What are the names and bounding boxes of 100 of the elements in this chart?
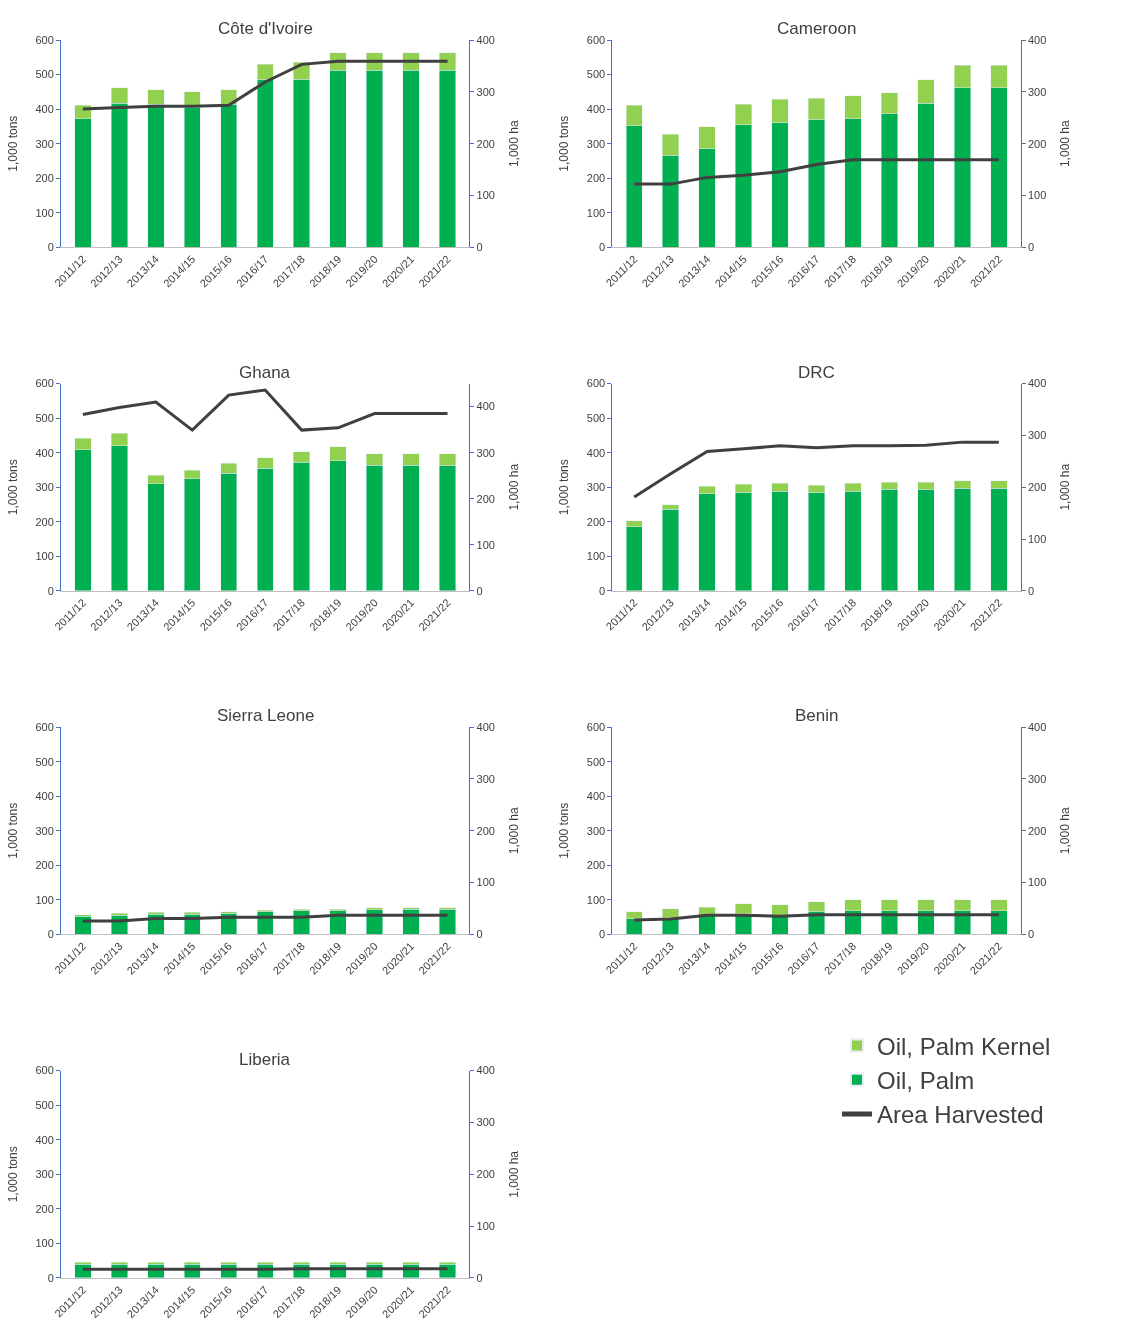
y-tick-label: 300 — [586, 137, 606, 150]
y2-tick-label: 0 — [476, 1271, 483, 1284]
y2-tick-label: 400 — [476, 400, 495, 413]
bar — [771, 904, 789, 916]
bar — [662, 908, 680, 919]
y2-tick-label: 200 — [1027, 481, 1047, 494]
y-tick-label: 300 — [35, 137, 54, 150]
y-tick-label: 400 — [35, 1133, 54, 1146]
y-tick-label: 200 — [35, 859, 54, 872]
y-axis-title: 1,000 tons — [5, 459, 20, 516]
y-axis-title: 1,000 tons — [557, 115, 572, 172]
line-series — [81, 388, 450, 432]
y2-tick-label: 400 — [1027, 377, 1047, 390]
y2-axis-title: 1,000 ha — [506, 807, 521, 855]
y-tick-label: 0 — [47, 1271, 54, 1284]
y-tick-label: 500 — [586, 68, 606, 81]
line-series — [632, 440, 1001, 499]
y-tick-label: 500 — [35, 1099, 54, 1112]
bar — [183, 107, 201, 248]
y-tick-label: 100 — [35, 550, 54, 563]
y-tick-label: 100 — [586, 206, 606, 219]
y2-axis-title: 1,000 ha — [1058, 463, 1073, 511]
y-tick-label: 200 — [35, 515, 54, 528]
y2-tick-label: 0 — [1027, 928, 1035, 941]
y2-tick-label: 100 — [476, 538, 495, 551]
y-tick-label: 100 — [35, 206, 54, 219]
y2-tick-label: 300 — [1027, 772, 1047, 785]
y-tick-label: 300 — [35, 824, 54, 837]
y2-tick-label: 100 — [476, 876, 495, 889]
y2-tick-label: 100 — [1027, 189, 1047, 202]
y2-tick-label: 0 — [476, 241, 483, 254]
chart-title: Sierra Leone — [217, 706, 315, 725]
y-axis-title: 1,000 tons — [5, 115, 20, 172]
y2-tick-label: 200 — [476, 824, 495, 837]
y2-tick-label: 200 — [1027, 137, 1047, 150]
y-tick-label: 300 — [35, 481, 54, 494]
y2-tick-label: 200 — [476, 492, 495, 505]
y2-tick-label: 200 — [476, 1168, 495, 1181]
y-tick-label: 200 — [35, 1202, 54, 1215]
y-tick-label: 600 — [35, 720, 54, 733]
y-tick-label: 0 — [47, 928, 54, 941]
y2-axis-title: 1,000 ha — [506, 1150, 521, 1198]
y-tick-label: 500 — [35, 755, 54, 768]
y-tick-label: 400 — [35, 102, 54, 115]
y2-tick-label: 0 — [476, 584, 483, 597]
y2-tick-label: 100 — [1027, 532, 1047, 545]
legend-label: Oil, Palm — [876, 1067, 975, 1095]
y2-axis-title: 1,000 ha — [506, 463, 521, 511]
bar — [147, 89, 165, 105]
y-axis-title: 1,000 tons — [5, 802, 20, 859]
y-tick-label: 500 — [35, 68, 54, 81]
y-tick-label: 400 — [586, 102, 606, 115]
chart-title: Benin — [795, 706, 839, 725]
legend-label: Area Harvested — [876, 1101, 1044, 1129]
y-tick-label: 0 — [47, 584, 54, 597]
chart-title: Côte d'Ivoire — [218, 19, 313, 38]
y2-axis-title: 1,000 ha — [1058, 807, 1073, 855]
y-tick-label: 0 — [599, 584, 606, 597]
y2-tick-label: 400 — [1027, 720, 1047, 733]
y2-tick-label: 200 — [1027, 824, 1047, 837]
y-tick-label: 500 — [586, 411, 606, 424]
y-tick-label: 500 — [586, 755, 606, 768]
y-tick-label: 300 — [586, 481, 606, 494]
y2-axis-title: 1,000 ha — [506, 120, 521, 168]
y2-axis-title: 1,000 ha — [1058, 120, 1073, 168]
y-tick-label: 300 — [35, 1168, 54, 1181]
y2-tick-label: 0 — [476, 928, 483, 941]
y2-tick-label: 0 — [1027, 584, 1035, 597]
y2-tick-label: 100 — [476, 1220, 495, 1233]
y-tick-label: 0 — [599, 928, 606, 941]
y-tick-label: 100 — [35, 1237, 54, 1250]
y-tick-label: 400 — [586, 446, 606, 459]
y2-tick-label: 300 — [476, 1116, 495, 1129]
y-tick-label: 400 — [35, 446, 54, 459]
y-tick-label: 0 — [599, 241, 606, 254]
y-tick-label: 600 — [586, 33, 606, 46]
y2-tick-label: 400 — [476, 720, 495, 733]
y2-tick-label: 100 — [1027, 876, 1047, 889]
y-tick-label: 500 — [35, 411, 54, 424]
chart-title: Liberia — [239, 1050, 291, 1069]
y-axis-title: 1,000 tons — [5, 1146, 20, 1203]
y-tick-label: 400 — [35, 790, 54, 803]
y-tick-label: 0 — [47, 241, 54, 254]
bar — [74, 916, 92, 935]
y-tick-label: 100 — [35, 893, 54, 906]
y-tick-label: 600 — [35, 377, 54, 390]
y-tick-label: 400 — [586, 790, 606, 803]
y-tick-label: 600 — [586, 720, 606, 733]
y-axis-title: 1,000 tons — [557, 802, 572, 859]
y-tick-label: 200 — [586, 172, 606, 185]
y-tick-label: 600 — [35, 1064, 54, 1077]
y-tick-label: 200 — [35, 172, 54, 185]
y-tick-label: 100 — [586, 550, 606, 563]
y-tick-label: 200 — [586, 515, 606, 528]
y2-tick-label: 0 — [1027, 241, 1035, 254]
y-tick-label: 600 — [35, 33, 54, 46]
y2-tick-label: 300 — [476, 772, 495, 785]
y-tick-label: 300 — [586, 824, 606, 837]
y2-tick-label: 400 — [476, 1064, 495, 1077]
y-tick-label: 600 — [586, 377, 606, 390]
